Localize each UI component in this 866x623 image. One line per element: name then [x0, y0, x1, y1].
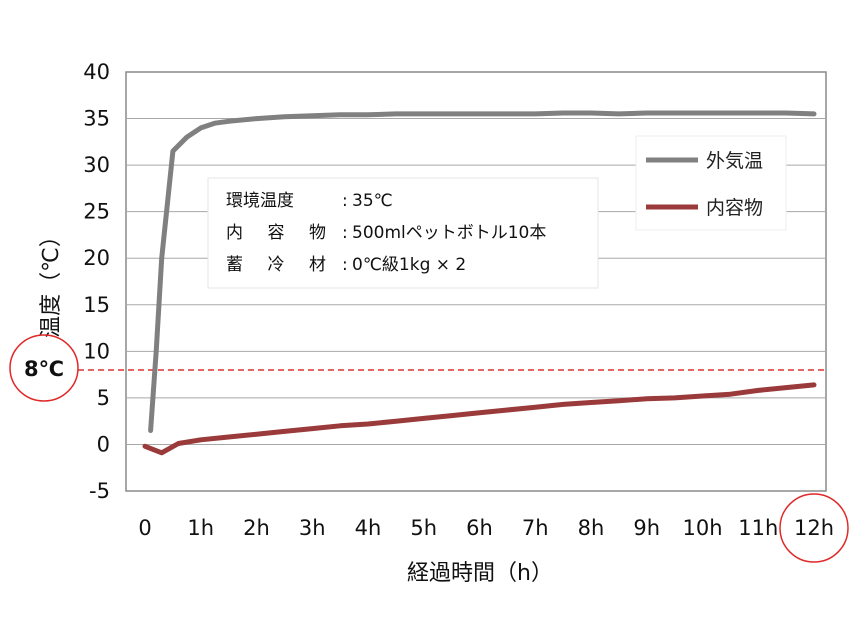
y-tick-label: 10: [83, 339, 110, 363]
info-key-3: 蓄冷材: [226, 255, 326, 275]
info-box-background: [207, 177, 599, 289]
y-tick-label: 30: [83, 153, 110, 177]
highlight-circle: [779, 493, 849, 563]
x-tick-label: 3h: [299, 516, 326, 540]
y-tick-label: 5: [97, 386, 110, 410]
x-tick-label: 10h: [682, 516, 722, 540]
info-colon-1: :: [342, 191, 348, 211]
info-key-2: 内容物: [226, 223, 326, 243]
series-line-contents-temp: [142, 382, 817, 456]
y-tick-label: 20: [83, 246, 110, 270]
x-tick-label: 9h: [633, 516, 660, 540]
y-tick-label: 0: [97, 432, 110, 456]
y-tick-label: -5: [89, 479, 110, 503]
threshold-label: 8℃: [24, 357, 64, 381]
legend-label-outside: 外気温: [706, 150, 763, 172]
info-value-2: 500mlペットボトル10本: [352, 223, 546, 243]
x-tick-label: 0: [138, 516, 151, 540]
series-layer: [142, 110, 817, 456]
legend-label-inside: 内容物: [706, 197, 763, 219]
x-tick-label: 1h: [187, 516, 214, 540]
info-value-1: 35℃: [352, 191, 393, 211]
y-axis-ticks: -5 0 5 10 15 20 25 30 35 40: [83, 60, 110, 503]
x-tick-label: 7h: [522, 516, 549, 540]
x-tick-label: 12h: [794, 516, 834, 540]
y-tick-label: 25: [83, 200, 110, 224]
info-value-3: 0℃級1kg × 2: [352, 255, 466, 275]
y-tick-label: 35: [83, 107, 110, 131]
info-colon-3: :: [342, 255, 348, 275]
x-tick-label: 6h: [466, 516, 493, 540]
x-tick-label: 11h: [738, 516, 778, 540]
x-tick-label: 5h: [410, 516, 437, 540]
y-tick-label: 40: [83, 60, 110, 84]
plot-area: [125, 71, 827, 492]
y-axis-label: 温度（℃）: [39, 225, 64, 338]
x-tick-label: 2h: [243, 516, 270, 540]
legend-background: [635, 135, 787, 231]
y-tick-label: 15: [83, 293, 110, 317]
x-tick-label: 8h: [578, 516, 605, 540]
series-line-outside-temp: [148, 110, 817, 433]
info-box: 環境温度 : 35℃ 内容物 : 500mlペットボトル10本 蓄冷材 : 0℃…: [207, 177, 599, 289]
x-axis-ticks: 0 1h 2h 3h 4h 5h 6h 7h 8h 9h 10h 11h 12h: [138, 516, 834, 540]
x-axis-label: 経過時間（h）: [407, 561, 553, 586]
x-tick-label: 4h: [355, 516, 382, 540]
legend: 外気温 内容物: [635, 135, 787, 231]
info-key-1: 環境温度: [226, 191, 294, 211]
info-colon-2: :: [342, 223, 348, 243]
threshold-circle: [9, 334, 79, 402]
